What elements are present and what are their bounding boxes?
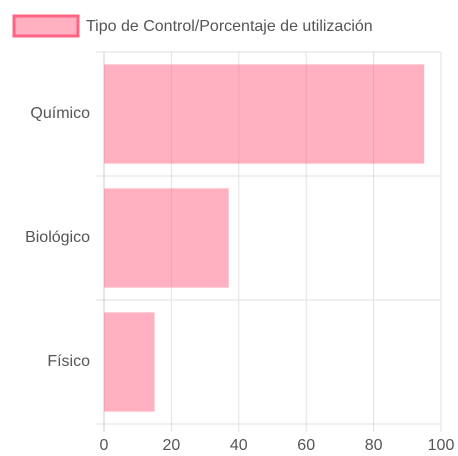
x-tick-label: 40: [230, 437, 248, 454]
bar: [104, 64, 425, 164]
x-tick-label: 80: [365, 437, 383, 454]
x-tick-label: 60: [297, 437, 315, 454]
x-tick-label: 0: [100, 437, 109, 454]
y-tick-label: Químico: [30, 105, 90, 122]
y-tick-label: Físico: [47, 353, 90, 370]
x-tick-label: 100: [428, 437, 455, 454]
x-tick-label: 20: [163, 437, 181, 454]
legend-swatch: [12, 14, 80, 38]
bar: [104, 312, 155, 412]
bar: [104, 188, 229, 288]
legend-label: Tipo de Control/Porcentaje de utilizació…: [86, 18, 373, 35]
y-tick-label: Biológico: [25, 229, 90, 246]
